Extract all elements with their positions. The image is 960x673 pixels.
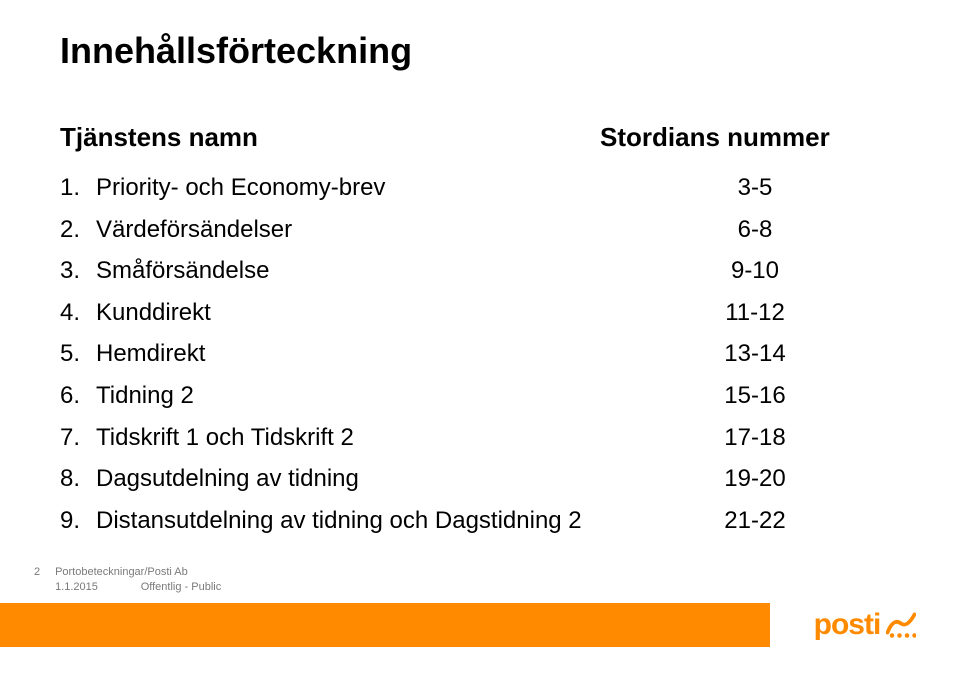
toc-row: 1. Priority- och Economy-brev 3-5 [60,171,900,205]
posti-graph-icon [886,610,916,640]
footer-bar: posti [0,603,960,647]
brand-logo: posti [814,608,917,642]
toc-row: 5. Hemdirekt 13-14 [60,337,900,371]
toc-number: 7. [60,421,96,455]
toc-label: Kunddirekt [96,296,600,330]
toc-number: 5. [60,337,96,371]
toc-pages: 15-16 [600,379,900,413]
footer-gap [101,581,138,593]
toc-row: 4. Kunddirekt 11-12 [60,296,900,330]
brand-logo-text: posti [814,608,881,642]
footer-meta: 2 Portobeteckningar/Posti Ab 1.1.2015 Of… [34,565,221,595]
toc-label: Värdeförsändelser [96,213,600,247]
toc-number: 9. [60,504,96,538]
toc-row: 3. Småförsändelse 9-10 [60,254,900,288]
footer-doc-title: Portobeteckningar/Posti Ab [55,566,188,578]
toc-row: 8. Dagsutdelning av tidning 19-20 [60,462,900,496]
toc-label: Distansutdelning av tidning och Dagstidn… [96,504,600,538]
toc-row: 7. Tidskrift 1 och Tidskrift 2 17-18 [60,421,900,455]
footer-page-number: 2 [34,565,52,580]
page-title: Innehållsförteckning [60,30,900,72]
toc-pages: 17-18 [600,421,900,455]
footer-meta-line2: 1.1.2015 Offentlig - Public [34,580,221,595]
toc-list: 1. Priority- och Economy-brev 3-5 2. Vär… [60,171,900,537]
toc-pages: 11-12 [600,296,900,330]
toc-label: Småförsändelse [96,254,600,288]
toc-header-right: Stordians nummer [600,122,900,153]
toc-row: 9. Distansutdelning av tidning och Dagst… [60,504,900,538]
page-content: Innehållsförteckning Tjänstens namn Stor… [0,0,960,537]
footer-logo-wrap: posti [770,603,960,647]
toc-number: 8. [60,462,96,496]
toc-row: 6. Tidning 2 15-16 [60,379,900,413]
footer-meta-line1: 2 Portobeteckningar/Posti Ab [34,565,221,580]
toc-pages: 6-8 [600,213,900,247]
footer-classification: Offentlig - Public [141,581,222,593]
toc-label: Tidskrift 1 och Tidskrift 2 [96,421,600,455]
toc-pages: 9-10 [600,254,900,288]
footer-date: 1.1.2015 [55,581,98,593]
toc-pages: 13-14 [600,337,900,371]
toc-number: 4. [60,296,96,330]
toc-header-row: Tjänstens namn Stordians nummer [60,122,900,153]
toc-label: Dagsutdelning av tidning [96,462,600,496]
toc-label: Tidning 2 [96,379,600,413]
toc-pages: 3-5 [600,171,900,205]
toc-label: Priority- och Economy-brev [96,171,600,205]
toc-number: 1. [60,171,96,205]
toc-row: 2. Värdeförsändelser 6-8 [60,213,900,247]
toc-label: Hemdirekt [96,337,600,371]
footer-orange-bar [0,603,770,647]
toc-number: 2. [60,213,96,247]
toc-header-left: Tjänstens namn [60,122,600,153]
toc-pages: 19-20 [600,462,900,496]
toc-number: 3. [60,254,96,288]
toc-number: 6. [60,379,96,413]
toc-pages: 21-22 [600,504,900,538]
